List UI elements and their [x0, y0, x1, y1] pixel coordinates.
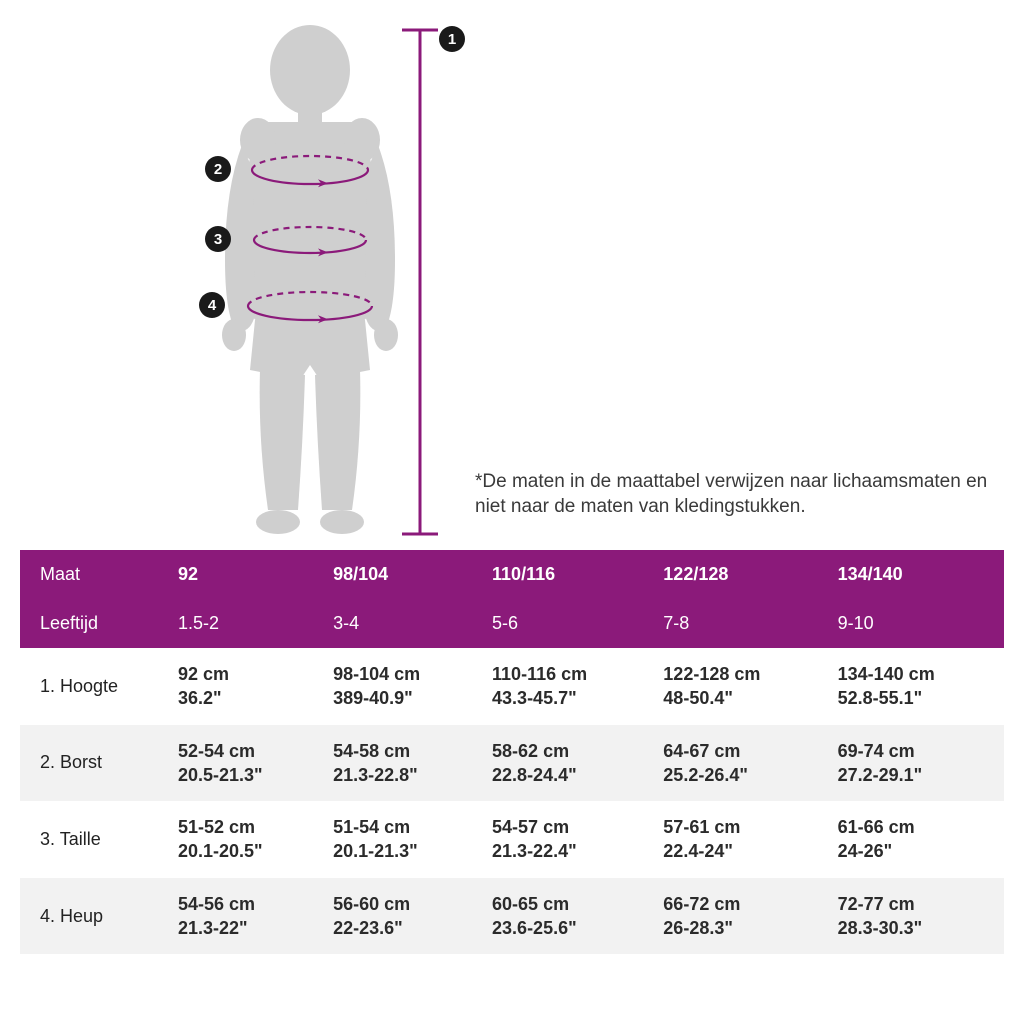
size-cm: 98-104 cm	[333, 662, 476, 686]
size-cm: 58-62 cm	[492, 739, 647, 763]
size-cell: 57-61 cm22.4-24"	[655, 801, 829, 878]
size-cell: 98-104 cm389-40.9"	[325, 648, 484, 725]
size-cm: 54-57 cm	[492, 815, 647, 839]
measurement-marker-3: 3	[205, 226, 231, 252]
measurement-marker-4: 4	[199, 292, 225, 318]
size-inches: 52.8-55.1"	[838, 686, 996, 710]
size-inches: 27.2-29.1"	[838, 763, 996, 787]
size-cell: 54-56 cm21.3-22"	[170, 878, 325, 955]
header-cell: 122/128	[655, 550, 829, 599]
measurement-marker-2: 2	[205, 156, 231, 182]
svg-text:3: 3	[214, 231, 222, 248]
size-cm: 51-54 cm	[333, 815, 476, 839]
size-cell: 56-60 cm22-23.6"	[325, 878, 484, 955]
measurement-diagram: 1 2 3 4	[20, 10, 475, 550]
row-label: 4. Heup	[20, 878, 170, 955]
header-cell: 9-10	[830, 599, 1004, 648]
size-cm: 51-52 cm	[178, 815, 317, 839]
svg-text:1: 1	[448, 31, 456, 48]
header-cell: 98/104	[325, 550, 484, 599]
size-cm: 72-77 cm	[838, 892, 996, 916]
header-cell: 110/116	[484, 550, 655, 599]
size-inches: 48-50.4"	[663, 686, 821, 710]
size-cm: 92 cm	[178, 662, 317, 686]
size-cm: 57-61 cm	[663, 815, 821, 839]
size-cell: 54-57 cm21.3-22.4"	[484, 801, 655, 878]
size-inches: 20.5-21.3"	[178, 763, 317, 787]
svg-text:4: 4	[208, 297, 217, 314]
svg-text:2: 2	[214, 161, 222, 178]
header-row-0: Maat9298/104110/116122/128134/140	[20, 550, 1004, 599]
size-cm: 64-67 cm	[663, 739, 821, 763]
size-inches: 26-28.3"	[663, 916, 821, 940]
header-cell: 92	[170, 550, 325, 599]
size-inches: 23.6-25.6"	[492, 916, 647, 940]
size-cell: 51-54 cm20.1-21.3"	[325, 801, 484, 878]
table-row: 4. Heup54-56 cm21.3-22"56-60 cm22-23.6"6…	[20, 878, 1004, 955]
size-cell: 61-66 cm24-26"	[830, 801, 1004, 878]
size-inches: 20.1-21.3"	[333, 839, 476, 863]
size-inches: 22-23.6"	[333, 916, 476, 940]
size-table-head: Maat9298/104110/116122/128134/140Leeftij…	[20, 550, 1004, 648]
top-area: 1 2 3 4 *De maten in de maattabel verwijzen…	[0, 0, 1024, 550]
table-row: 3. Taille51-52 cm20.1-20.5"51-54 cm20.1-…	[20, 801, 1004, 878]
size-inches: 36.2"	[178, 686, 317, 710]
size-cell: 92 cm36.2"	[170, 648, 325, 725]
note-area: *De maten in de maattabel verwijzen naar…	[475, 10, 1004, 550]
size-cell: 52-54 cm20.5-21.3"	[170, 725, 325, 802]
size-cell: 51-52 cm20.1-20.5"	[170, 801, 325, 878]
header-cell: 7-8	[655, 599, 829, 648]
size-inches: 25.2-26.4"	[663, 763, 821, 787]
footnote-text: *De maten in de maattabel verwijzen naar…	[475, 469, 1004, 520]
table-row: 1. Hoogte92 cm36.2"98-104 cm389-40.9"110…	[20, 648, 1004, 725]
size-cell: 66-72 cm26-28.3"	[655, 878, 829, 955]
size-cm: 69-74 cm	[838, 739, 996, 763]
size-cell: 69-74 cm27.2-29.1"	[830, 725, 1004, 802]
table-row: 2. Borst52-54 cm20.5-21.3"54-58 cm21.3-2…	[20, 725, 1004, 802]
size-inches: 28.3-30.3"	[838, 916, 996, 940]
size-cm: 110-116 cm	[492, 662, 647, 686]
size-inches: 22.4-24"	[663, 839, 821, 863]
row-label: 2. Borst	[20, 725, 170, 802]
header-label: Maat	[20, 550, 170, 599]
size-cell: 122-128 cm48-50.4"	[655, 648, 829, 725]
size-cm: 52-54 cm	[178, 739, 317, 763]
size-cell: 64-67 cm25.2-26.4"	[655, 725, 829, 802]
size-inches: 43.3-45.7"	[492, 686, 647, 710]
size-cm: 61-66 cm	[838, 815, 996, 839]
size-table-body: 1. Hoogte92 cm36.2"98-104 cm389-40.9"110…	[20, 648, 1004, 954]
body-silhouette-svg: 1 2 3 4	[20, 10, 475, 550]
header-cell: 1.5-2	[170, 599, 325, 648]
header-row-1: Leeftijd1.5-23-45-67-89-10	[20, 599, 1004, 648]
row-label: 3. Taille	[20, 801, 170, 878]
size-inches: 22.8-24.4"	[492, 763, 647, 787]
size-table: Maat9298/104110/116122/128134/140Leeftij…	[20, 550, 1004, 954]
size-cell: 58-62 cm22.8-24.4"	[484, 725, 655, 802]
size-inches: 24-26"	[838, 839, 996, 863]
size-cell: 72-77 cm28.3-30.3"	[830, 878, 1004, 955]
size-inches: 20.1-20.5"	[178, 839, 317, 863]
header-cell: 3-4	[325, 599, 484, 648]
size-inches: 21.3-22.8"	[333, 763, 476, 787]
size-cm: 60-65 cm	[492, 892, 647, 916]
size-cell: 54-58 cm21.3-22.8"	[325, 725, 484, 802]
size-cell: 60-65 cm23.6-25.6"	[484, 878, 655, 955]
size-cell: 134-140 cm52.8-55.1"	[830, 648, 1004, 725]
row-label: 1. Hoogte	[20, 648, 170, 725]
size-cm: 122-128 cm	[663, 662, 821, 686]
size-cell: 110-116 cm43.3-45.7"	[484, 648, 655, 725]
size-inches: 21.3-22"	[178, 916, 317, 940]
size-cm: 54-56 cm	[178, 892, 317, 916]
header-label: Leeftijd	[20, 599, 170, 648]
header-cell: 134/140	[830, 550, 1004, 599]
measurement-marker-1: 1	[439, 26, 465, 52]
size-cm: 66-72 cm	[663, 892, 821, 916]
size-cm: 56-60 cm	[333, 892, 476, 916]
size-inches: 21.3-22.4"	[492, 839, 647, 863]
size-cm: 134-140 cm	[838, 662, 996, 686]
size-cm: 54-58 cm	[333, 739, 476, 763]
size-inches: 389-40.9"	[333, 686, 476, 710]
header-cell: 5-6	[484, 599, 655, 648]
